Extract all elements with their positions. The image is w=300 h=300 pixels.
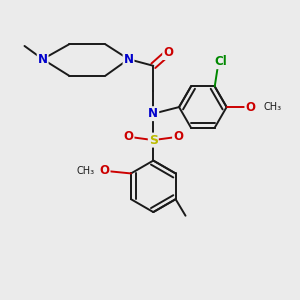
Text: N: N	[124, 53, 134, 66]
Text: Cl: Cl	[214, 55, 227, 68]
Text: O: O	[100, 164, 110, 177]
Text: O: O	[124, 130, 134, 143]
Text: N: N	[38, 53, 48, 66]
Text: CH₃: CH₃	[264, 102, 282, 112]
Text: O: O	[163, 46, 173, 59]
Text: S: S	[149, 134, 158, 147]
Text: CH₃: CH₃	[76, 166, 95, 176]
Text: O: O	[245, 100, 255, 114]
Text: O: O	[173, 130, 183, 143]
Text: N: N	[148, 107, 158, 120]
